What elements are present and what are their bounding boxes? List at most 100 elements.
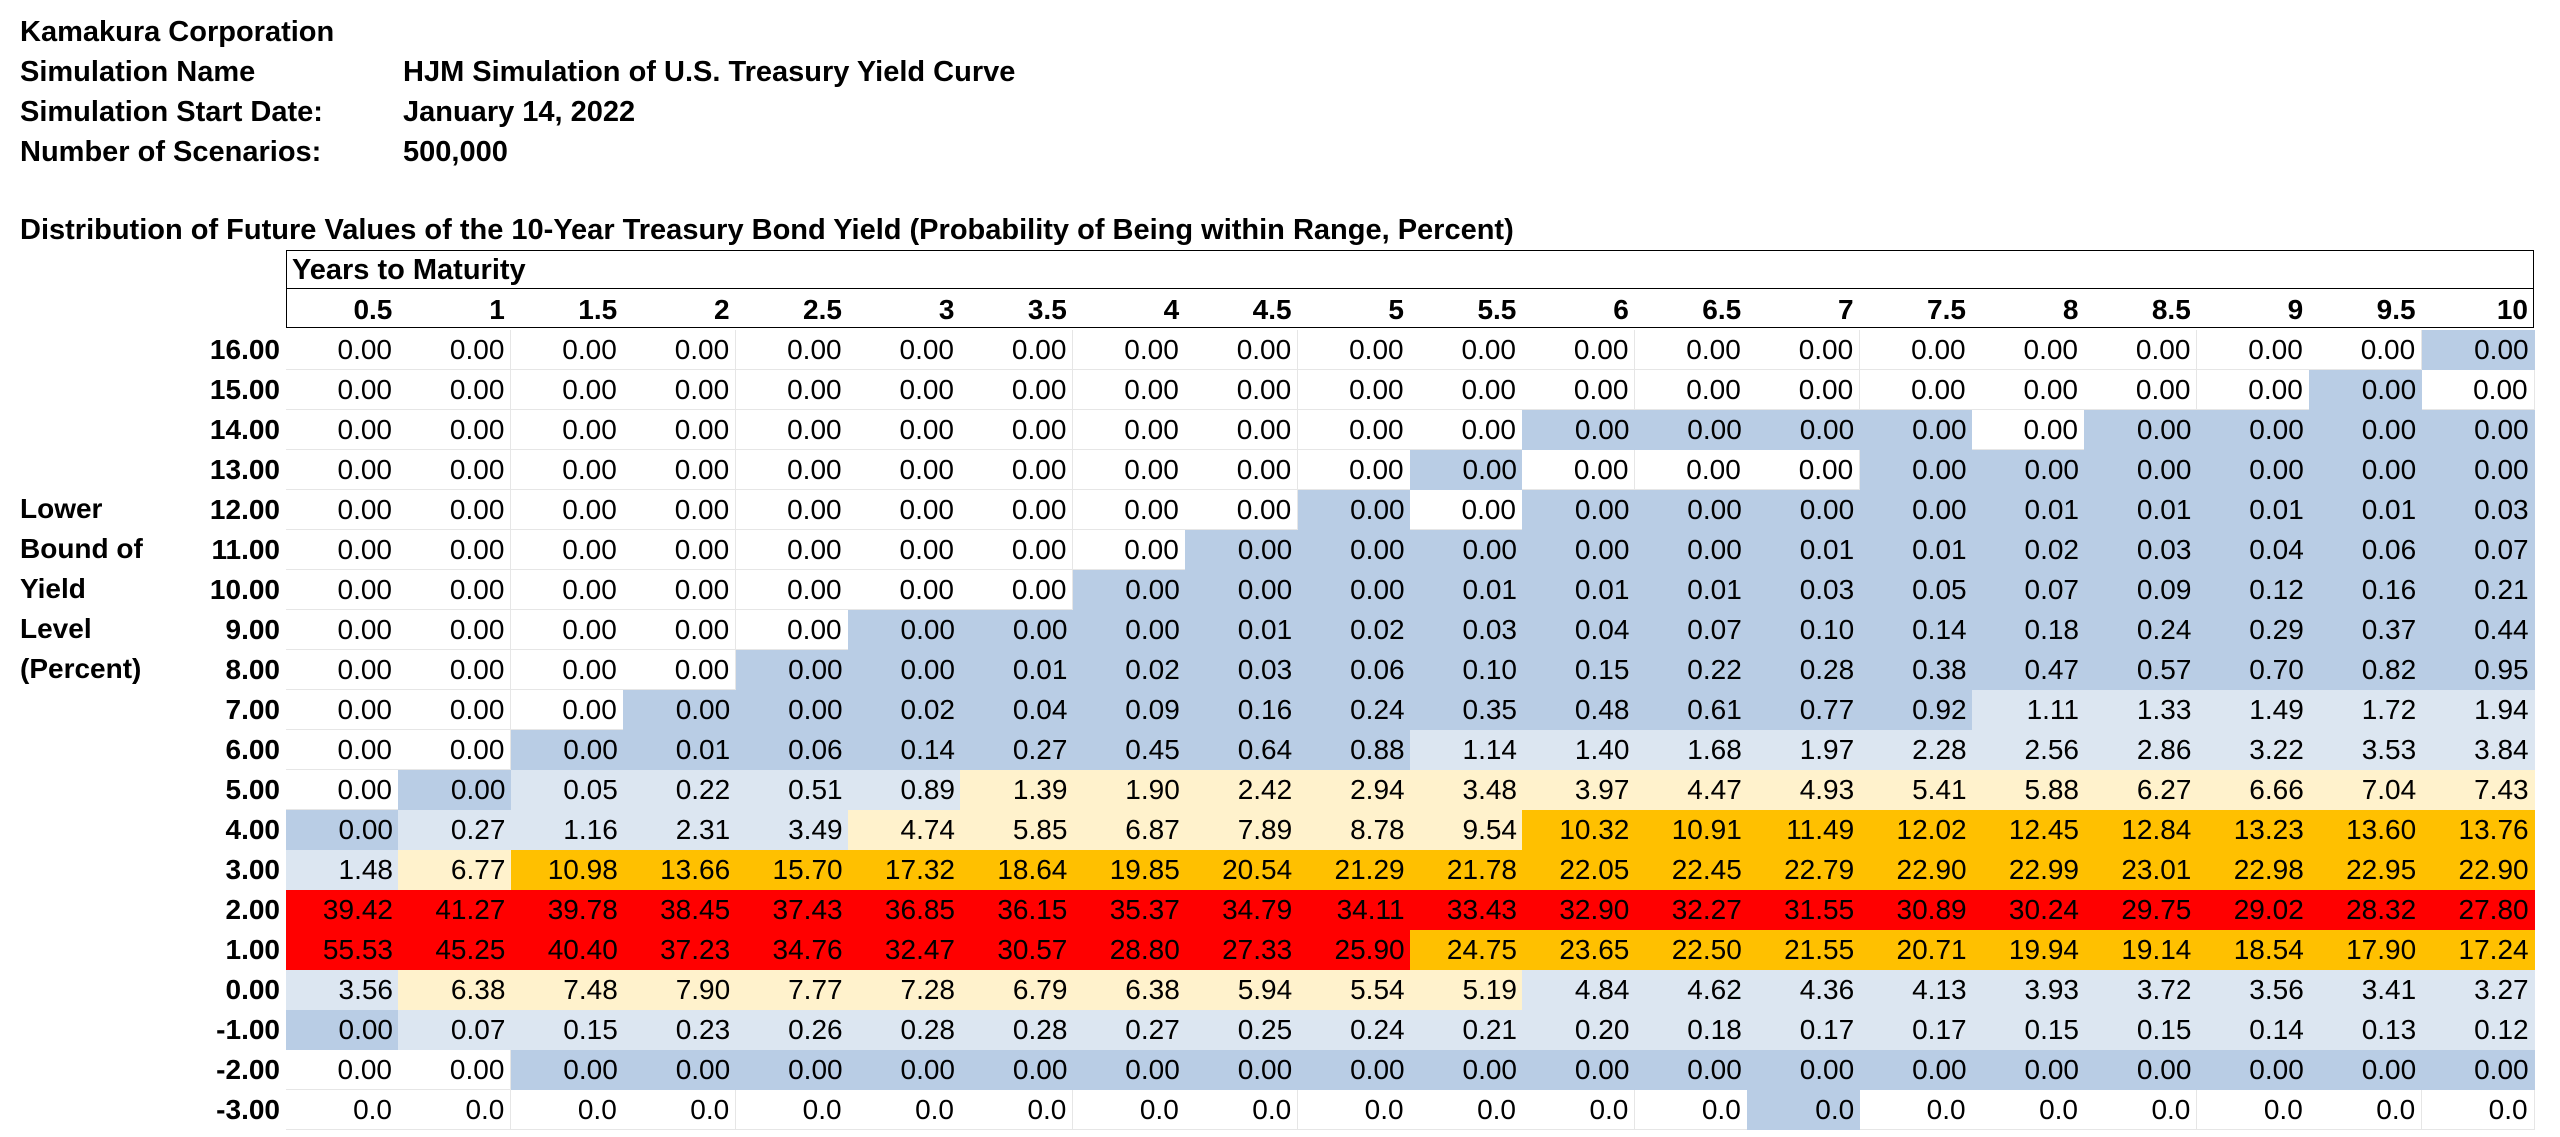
table-cell: 34.11 [1297,890,1411,930]
table-cell: 0.14 [2196,1010,2310,1050]
table-cell: 32.27 [1634,890,1748,930]
table-cell: 1.97 [1747,730,1861,770]
row-label: 16.00 [209,334,280,365]
table-cell: 0.01 [1972,490,2085,530]
table-cell: 0.00 [286,410,399,450]
table-cell: 0.00 [1522,1050,1636,1090]
table-cell: 11.49 [1747,810,1861,850]
table-cell: 0.00 [286,770,399,810]
table-cell: 0.03 [2084,530,2198,570]
table-cell: 1.68 [1634,730,1748,770]
table-cell: 0.00 [960,330,1074,370]
table-cell: 0.00 [398,410,512,450]
table-cell: 0.06 [1297,650,1411,690]
table-cell: 28.32 [2309,890,2423,930]
table-cell: 34.79 [1185,890,1299,930]
table-cell: 0.03 [1410,610,1523,650]
table-cell: 22.90 [2421,850,2535,890]
table-cell: 0.00 [1747,330,1861,370]
table-cell: 0.38 [1859,650,1973,690]
row-label: 10.00 [209,574,280,605]
table-cell: 0.00 [510,450,624,490]
table-cell: 0.00 [623,330,737,370]
table-cell: 0.0 [1072,1090,1186,1130]
row-label: 13.00 [209,454,280,485]
table-cell: 0.00 [286,490,399,530]
table-cell: 0.00 [1410,490,1523,530]
column-header: 3 [938,294,955,325]
table-cell: 0.00 [1410,370,1523,410]
table-cell: 23.65 [1522,930,1636,970]
table-cell: 0.01 [2196,490,2310,530]
table-cell: 0.0 [1297,1090,1411,1130]
table-cell: 0.00 [2421,330,2535,370]
table-cell: 7.77 [735,970,849,1010]
column-header: 10 [2496,294,2528,325]
table-cell: 2.28 [1859,730,1973,770]
table-cell: 0.00 [2309,450,2423,490]
side-label-line: Bound of [20,533,143,564]
table-cell: 4.36 [1747,970,1861,1010]
table-cell: 0.00 [735,450,849,490]
table-cell: 0.00 [1972,1050,2085,1090]
table-cell: 0.00 [960,610,1074,650]
table-cell: 0.0 [1410,1090,1523,1130]
row-label: 14.00 [209,414,280,445]
table-cell: 0.00 [2084,450,2198,490]
table-cell: 3.49 [735,810,849,850]
table-cell: 0.06 [2309,530,2423,570]
table-cell: 0.01 [1522,570,1636,610]
table-cell: 0.01 [1185,610,1299,650]
table-cell: 27.33 [1185,930,1299,970]
table-cell: 0.00 [1410,330,1523,370]
table-cell: 0.00 [960,450,1074,490]
table-cell: 13.23 [2196,810,2310,850]
table-cell: 0.28 [960,1010,1074,1050]
side-label-line: Level [20,613,92,644]
table-cell: 0.22 [1634,650,1748,690]
table-cell: 31.55 [1747,890,1861,930]
table-cell: 5.54 [1297,970,1411,1010]
table-cell: 0.02 [1072,650,1186,690]
table-cell: 4.47 [1634,770,1748,810]
table-cell: 0.00 [2196,1050,2310,1090]
table-cell: 0.00 [1072,330,1186,370]
table-cell: 0.00 [1859,410,1973,450]
table-cell: 0.00 [286,570,399,610]
table-cell: 0.00 [398,450,512,490]
table-cell: 9.54 [1410,810,1523,850]
table-cell: 0.0 [623,1090,737,1130]
table-cell: 0.00 [735,650,849,690]
table-cell: 0.00 [960,410,1074,450]
table-cell: 0.03 [1185,650,1299,690]
table-cell: 0.00 [2309,1050,2423,1090]
table-cell: 0.00 [623,610,737,650]
table-cell: 0.0 [398,1090,512,1130]
table-cell: 0.00 [848,1050,961,1090]
table-cell: 0.02 [1297,610,1411,650]
row-label: 12.00 [209,494,280,525]
column-header: 6.5 [1702,294,1742,325]
table-cell: 0.00 [960,1050,1074,1090]
table-cell: 8.78 [1297,810,1411,850]
table-cell: 36.15 [960,890,1074,930]
table-cell: 0.00 [735,410,849,450]
table-cell: 0.00 [1522,530,1636,570]
table-cell: 0.00 [398,690,512,730]
table-cell: 3.56 [2196,970,2310,1010]
table-cell: 6.77 [398,850,512,890]
table-cell: 0.16 [1185,690,1299,730]
table-cell: 1.11 [1972,690,2085,730]
table-cell: 0.00 [1297,410,1411,450]
table-cell: 0.00 [2084,330,2198,370]
table-cell: 0.00 [1747,490,1861,530]
table-cell: 7.48 [510,970,624,1010]
years-to-maturity-label: Years to Maturity [292,254,526,286]
table-cell: 0.00 [1522,450,1636,490]
table-cell: 34.76 [735,930,849,970]
table-cell: 22.90 [1859,850,1973,890]
table-cell: 0.00 [735,370,849,410]
table-cell: 0.0 [1634,1090,1748,1130]
table-cell: 0.00 [286,690,399,730]
